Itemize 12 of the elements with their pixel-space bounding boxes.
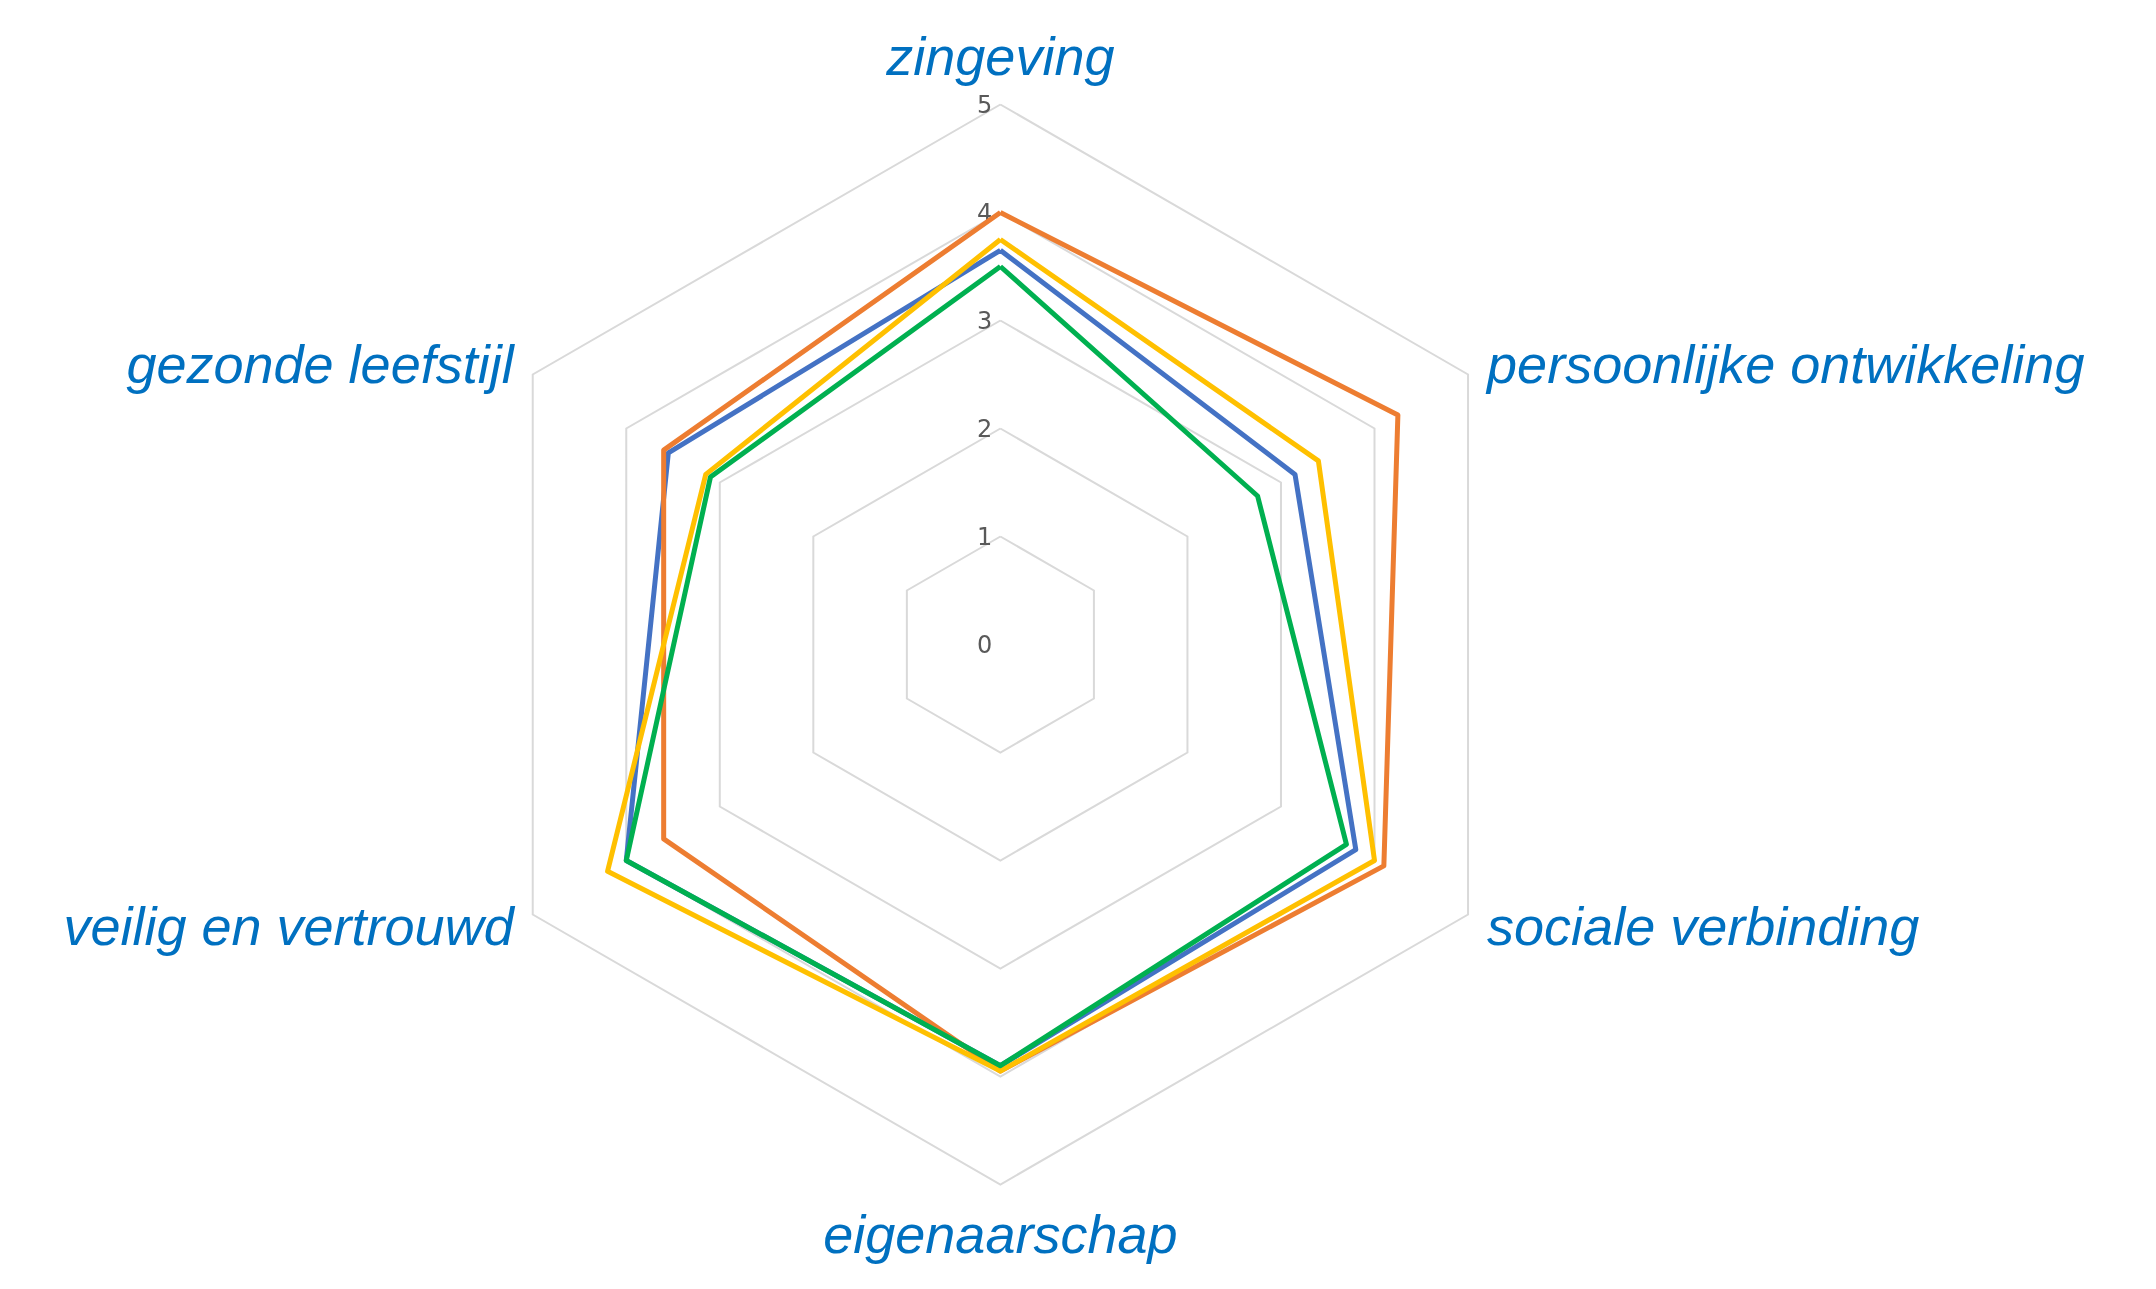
- spoke-label: veilig en vertrouwd: [63, 895, 516, 956]
- y-tick-label: 3: [977, 306, 993, 335]
- y-tick-label: 5: [977, 90, 993, 119]
- spoke-label: sociale verbinding: [1487, 895, 1920, 956]
- y-tick-label: 2: [977, 414, 993, 443]
- spoke-label: eigenaarschap: [823, 1203, 1178, 1264]
- y-tick-label: 4: [977, 198, 993, 227]
- spoke-label: persoonlijke ontwikkeling: [1485, 333, 2085, 394]
- spoke-label: zingeving: [885, 25, 1115, 86]
- y-tick-label: 1: [977, 522, 993, 551]
- y-tick-label: 0: [977, 630, 993, 659]
- spoke-label: gezonde leefstijl: [126, 333, 516, 394]
